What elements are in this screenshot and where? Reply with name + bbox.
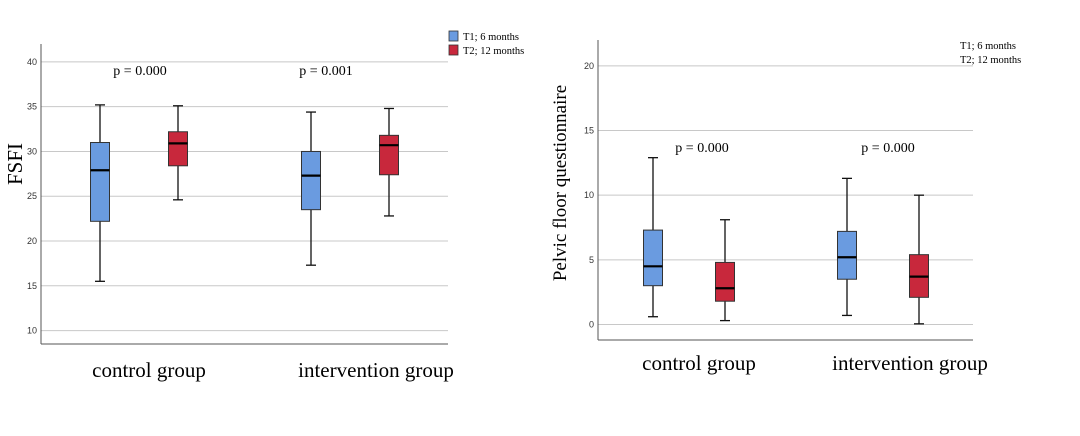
pelvic-box-t2-control — [715, 219, 735, 322]
pelvic-legend-label-t1: T1; 6 months — [960, 41, 1016, 52]
pelvic-y-tick-label: 5 — [589, 255, 594, 265]
fsfi-box-t2-intervention — [379, 107, 399, 217]
iqr-box — [379, 134, 399, 176]
fsfi-y-tick-label: 40 — [27, 57, 37, 67]
iqr-box — [643, 229, 663, 287]
iqr-box — [715, 261, 735, 302]
iqr-box — [837, 230, 857, 280]
pelvic-y-tick-labels: 0 5 10 15 20 — [584, 61, 594, 330]
fsfi-legend-swatch-t2 — [448, 44, 459, 56]
pelvic-p-value-intervention: p = 0.000 — [861, 141, 914, 156]
fsfi-y-tick-label: 35 — [27, 102, 37, 112]
fsfi-p-value-intervention: p = 0.001 — [299, 64, 352, 79]
fsfi-box-t1-intervention — [301, 111, 321, 266]
fsfi-legend: T1; 6 months T2; 12 months — [448, 30, 524, 57]
pelvic-legend-label-t2: T2; 12 months — [960, 55, 1021, 66]
pelvic-y-axis-label: Pelvic floor questionnaire — [550, 85, 571, 281]
fsfi-category-label-control: control group — [92, 358, 206, 382]
fsfi-legend-label-t1: T1; 6 months — [463, 32, 519, 43]
pelvic-p-value-control: p = 0.000 — [675, 141, 728, 156]
pelvic-boxes — [643, 157, 929, 325]
fsfi-y-tick-label: 20 — [27, 236, 37, 246]
iqr-box — [168, 131, 188, 167]
iqr-box — [90, 142, 110, 222]
fsfi-legend-swatch-t1 — [448, 30, 459, 42]
fsfi-box-t1-control — [90, 104, 110, 282]
fsfi-y-tick-label: 10 — [27, 326, 37, 336]
fsfi-y-tick-label: 25 — [27, 191, 37, 201]
fsfi-chart: 10 15 20 25 30 35 40 FSFI control group interv… — [3, 30, 524, 382]
pelvic-category-label-intervention: intervention group — [832, 351, 988, 375]
fsfi-boxes — [90, 104, 399, 282]
fsfi-category-label-intervention: intervention group — [298, 358, 454, 382]
pelvic-y-tick-label: 0 — [589, 319, 594, 329]
fsfi-y-tick-label: 15 — [27, 281, 37, 291]
pelvic-box-t2-intervention — [909, 194, 929, 325]
pelvic-y-tick-label: 20 — [584, 61, 594, 71]
fsfi-box-t2-control — [168, 105, 188, 201]
fsfi-legend-label-t2: T2; 12 months — [463, 46, 524, 57]
pelvic-box-t1-intervention — [837, 177, 857, 317]
fsfi-y-tick-labels: 10 15 20 25 30 35 40 — [27, 57, 37, 336]
pelvic-floor-chart: 0 5 10 15 20 Pelvic floor questionnaire cont… — [550, 40, 1021, 375]
pelvic-box-t1-control — [643, 157, 663, 318]
fsfi-y-axis-label: FSFI — [3, 143, 27, 185]
pelvic-category-label-control: control group — [642, 351, 756, 375]
iqr-box — [301, 150, 321, 211]
pelvic-y-tick-label: 10 — [584, 190, 594, 200]
pelvic-legend: T1; 6 months T2; 12 months — [960, 41, 1021, 66]
fsfi-p-value-control: p = 0.000 — [113, 64, 166, 79]
pelvic-y-tick-label: 15 — [584, 126, 594, 136]
fsfi-y-tick-label: 30 — [27, 146, 37, 156]
